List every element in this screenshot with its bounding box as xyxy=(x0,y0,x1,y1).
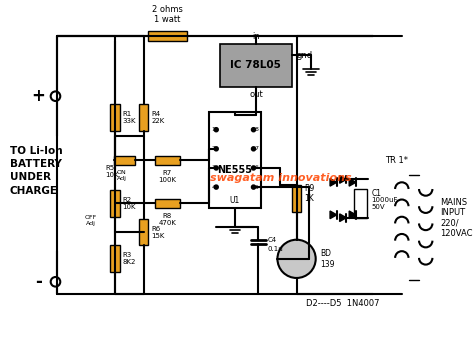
Circle shape xyxy=(214,147,218,151)
Text: TR 1*: TR 1* xyxy=(385,156,409,165)
Text: NE555: NE555 xyxy=(218,165,252,175)
Text: R5
10K: R5 10K xyxy=(105,165,118,178)
Text: ON
Adj: ON Adj xyxy=(117,170,127,181)
Text: 1: 1 xyxy=(211,127,215,132)
Polygon shape xyxy=(339,214,346,221)
Text: 3: 3 xyxy=(211,166,215,170)
FancyBboxPatch shape xyxy=(110,245,119,272)
Circle shape xyxy=(252,147,255,151)
Text: D2----D5  1N4007: D2----D5 1N4007 xyxy=(306,299,380,308)
Text: out: out xyxy=(249,90,263,98)
FancyBboxPatch shape xyxy=(220,44,292,87)
Polygon shape xyxy=(330,178,337,186)
Text: +: + xyxy=(31,87,45,105)
Circle shape xyxy=(252,166,255,170)
FancyBboxPatch shape xyxy=(292,185,301,212)
Text: R9
1K: R9 1K xyxy=(304,184,314,203)
Polygon shape xyxy=(339,176,346,183)
Text: R4
22K: R4 22K xyxy=(151,111,164,124)
Text: 4: 4 xyxy=(211,185,215,190)
Text: C4: C4 xyxy=(268,237,277,243)
Text: 8: 8 xyxy=(255,127,258,132)
FancyBboxPatch shape xyxy=(114,155,135,165)
FancyBboxPatch shape xyxy=(139,219,148,245)
FancyBboxPatch shape xyxy=(110,190,119,217)
Text: R1
33K: R1 33K xyxy=(122,111,136,124)
Text: 2: 2 xyxy=(211,146,215,151)
Text: -: - xyxy=(35,273,42,291)
Polygon shape xyxy=(330,211,337,219)
Circle shape xyxy=(214,185,218,189)
Text: 6: 6 xyxy=(255,166,258,170)
Text: R7
100K: R7 100K xyxy=(158,170,176,183)
Text: U1: U1 xyxy=(230,196,240,205)
FancyBboxPatch shape xyxy=(354,189,367,218)
Text: 1000uF
50V: 1000uF 50V xyxy=(371,197,398,210)
Text: C1: C1 xyxy=(371,189,381,198)
Circle shape xyxy=(214,128,218,131)
Text: R3
8K2: R3 8K2 xyxy=(122,252,136,265)
Circle shape xyxy=(51,91,60,101)
Text: R2
10K: R2 10K xyxy=(122,197,136,210)
Text: 5: 5 xyxy=(255,185,258,190)
Text: in: in xyxy=(252,32,260,41)
Circle shape xyxy=(252,185,255,189)
Text: BD
139: BD 139 xyxy=(320,249,335,268)
Text: R8
470K: R8 470K xyxy=(158,213,176,226)
Circle shape xyxy=(51,277,60,287)
Text: OFF
Adj: OFF Adj xyxy=(85,215,97,226)
FancyBboxPatch shape xyxy=(139,104,148,131)
FancyBboxPatch shape xyxy=(148,31,187,41)
Text: 0.1u: 0.1u xyxy=(268,246,283,252)
Text: gnd: gnd xyxy=(297,51,313,59)
Circle shape xyxy=(252,128,255,131)
FancyBboxPatch shape xyxy=(155,198,180,208)
Text: IC 78L05: IC 78L05 xyxy=(230,60,282,70)
FancyBboxPatch shape xyxy=(155,155,180,165)
Polygon shape xyxy=(349,178,356,186)
Circle shape xyxy=(277,240,316,278)
Polygon shape xyxy=(349,211,356,219)
FancyBboxPatch shape xyxy=(110,104,119,131)
Text: TO Li-Ion
BATTERY
UNDER
CHARGE: TO Li-Ion BATTERY UNDER CHARGE xyxy=(9,146,62,196)
FancyBboxPatch shape xyxy=(209,113,261,208)
Text: R6
15K: R6 15K xyxy=(151,225,164,239)
Text: 2 ohms
1 watt: 2 ohms 1 watt xyxy=(152,5,183,24)
Text: 7: 7 xyxy=(255,146,258,151)
Circle shape xyxy=(214,166,218,170)
Text: swagatam innovations: swagatam innovations xyxy=(210,172,352,183)
Text: MAINS
INPUT
220/
120VAC: MAINS INPUT 220/ 120VAC xyxy=(440,198,473,238)
